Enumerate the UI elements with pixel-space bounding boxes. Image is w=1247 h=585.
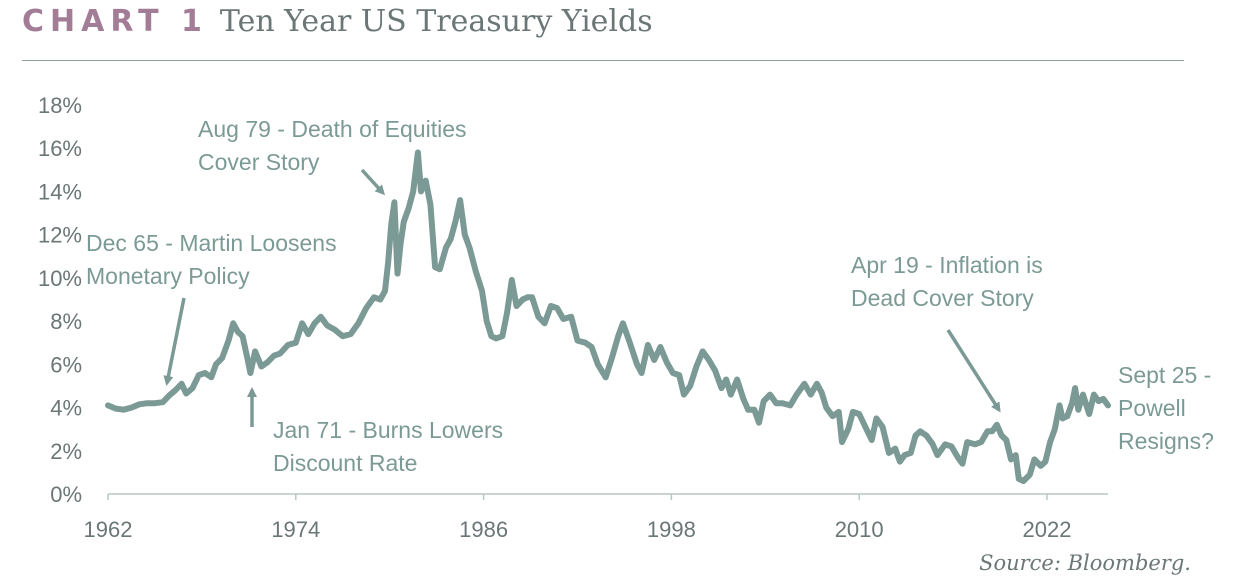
source-note: Source: Bloomberg.	[979, 551, 1191, 575]
y-tick-label: 12%	[38, 223, 82, 248]
x-tick-label: 1998	[647, 517, 696, 542]
annotation-text: Dead Cover Story	[851, 285, 1034, 311]
y-tick-label: 2%	[50, 439, 82, 464]
annotation-arrow	[946, 329, 1001, 413]
x-tick-label: 1986	[459, 517, 508, 542]
annotation-text: Sept 25 -	[1118, 362, 1211, 388]
y-tick-label: 14%	[38, 179, 82, 204]
header-divider	[22, 60, 1184, 61]
annotation-text: Powell	[1118, 395, 1186, 421]
y-tick-label: 16%	[38, 136, 82, 161]
annotation-arrow	[360, 168, 386, 196]
annotation: Sept 25 - Powell Resigns?	[1118, 362, 1214, 454]
annotation-text: Apr 19 - Inflation is	[851, 252, 1043, 278]
x-tick-label: 2010	[835, 517, 884, 542]
annotation-text: Jan 71 - Burns Lowers	[273, 417, 503, 443]
annotation-text: Cover Story	[198, 149, 320, 175]
chart-header: CHART 1 Ten Year US Treasury Yields	[22, 4, 653, 52]
chart-number-label: CHART 1	[22, 4, 208, 39]
annotation: Jan 71 - Burns Lowers Discount Rate	[247, 387, 503, 476]
y-tick-label: 8%	[50, 309, 82, 334]
y-tick-label: 18%	[38, 93, 82, 118]
annotation-arrow	[163, 297, 186, 386]
chart-title: Ten Year US Treasury Yields	[219, 4, 653, 39]
annotation-text: Resigns?	[1118, 428, 1214, 454]
annotation-text: Monetary Policy	[86, 263, 250, 289]
x-tick-label: 1974	[271, 517, 320, 542]
axes: 1962 1974 1986 1998 2010 2022 0% 2% 4% 6% 8% 10% 12%…	[38, 93, 1108, 542]
x-tick-label: 1962	[84, 517, 133, 542]
annotation-text: Dec 65 - Martin Loosens	[86, 230, 337, 256]
y-tick-label: 4%	[50, 396, 82, 421]
annotation: Apr 19 - Inflation is Dead Cover Story	[851, 252, 1043, 413]
annotation: Dec 65 - Martin Loosens Monetary Policy	[86, 230, 337, 386]
annotation-text: Discount Rate	[273, 450, 417, 476]
x-tick-label: 2022	[1022, 517, 1071, 542]
annotation: Aug 79 - Death of Equities Cover Story	[198, 116, 467, 196]
y-tick-label: 10%	[38, 266, 82, 291]
series-line	[105, 149, 1111, 484]
annotations: Aug 79 - Death of Equities Cover Story Dec…	[86, 116, 1214, 476]
y-tick-label: 6%	[50, 352, 82, 377]
annotation-text: Aug 79 - Death of Equities	[198, 116, 467, 142]
y-tick-label: 0%	[50, 482, 82, 507]
series-layer	[105, 149, 1111, 484]
